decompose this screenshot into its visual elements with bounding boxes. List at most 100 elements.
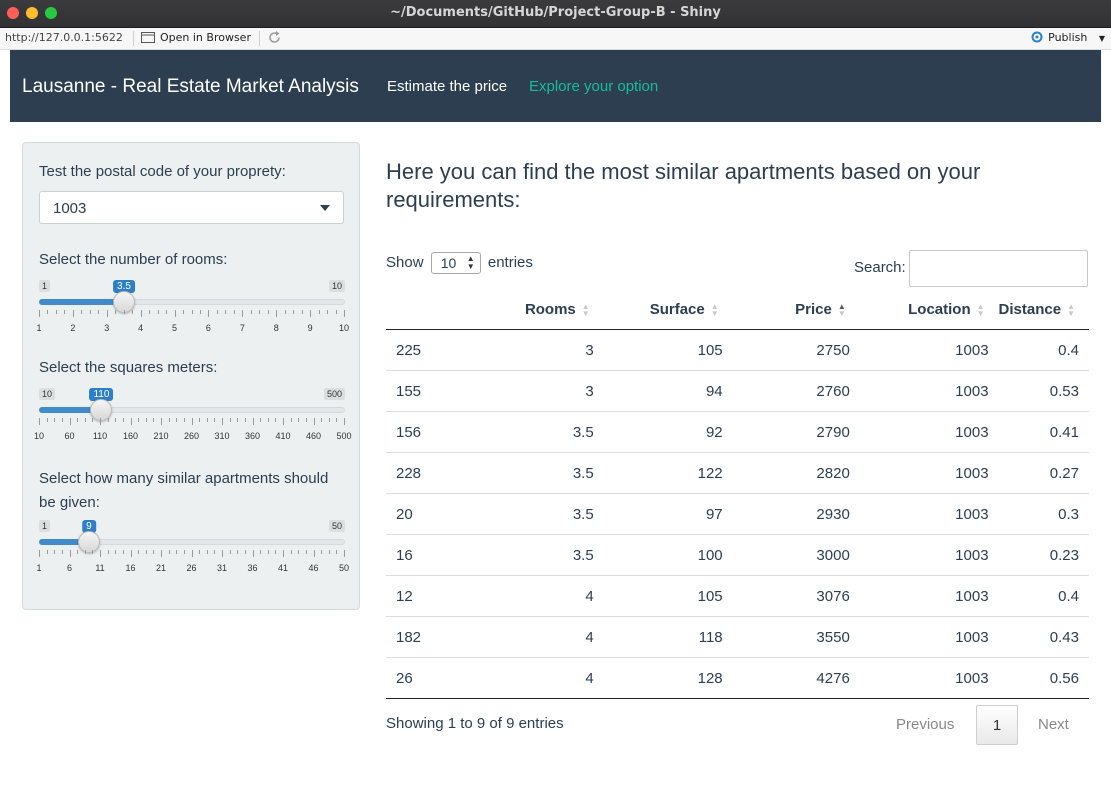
cell-surface: 118 <box>603 616 733 658</box>
cell-index: 155 <box>386 370 485 412</box>
publish-icon <box>1031 31 1043 43</box>
publish-label: Publish <box>1048 31 1088 44</box>
cell-rooms: 4 <box>484 657 604 699</box>
slider-tick <box>39 550 40 557</box>
slider-minor-tick <box>259 310 261 314</box>
column-header-distance[interactable]: Distance ▲ ▼ <box>998 290 1089 330</box>
cell-surface: 128 <box>603 657 733 699</box>
cell-rooms: 3 <box>484 370 604 412</box>
cell-index: 20 <box>386 493 485 535</box>
slider-fill <box>39 299 124 305</box>
slider-minor-tick <box>199 418 201 422</box>
slider-minor-tick <box>84 418 86 422</box>
similar-count-slider[interactable]: 1 50 9 1 6 11 16 21 26 31 36 41 46 50 <box>36 520 349 575</box>
close-window-button[interactable] <box>7 7 19 19</box>
slider-minor-tick <box>176 418 178 422</box>
slider-tick-label: 60 <box>64 431 75 441</box>
sidebar-panel: Test the postal code of your proprety: 1… <box>22 142 360 610</box>
slider-minor-tick <box>153 550 155 554</box>
slider-tick-label: 210 <box>153 431 169 441</box>
slider-tick <box>69 418 71 425</box>
next-page-button[interactable]: Next <box>1038 716 1069 733</box>
slider-value-label: 9 <box>82 520 96 533</box>
table-row: 228 3.5 122 2820 1003 0.27 <box>386 452 1089 494</box>
app-navbar: Lausanne - Real Estate Market Analysis E… <box>10 50 1101 122</box>
slider-tick <box>100 418 101 425</box>
rooms-slider[interactable]: 1 10 3.5 1 2 3 4 5 6 7 8 9 10 <box>36 280 349 335</box>
slider-min-label: 1 <box>39 520 51 532</box>
column-header-price[interactable]: Price ▲ ▼ <box>732 290 860 330</box>
slider-minor-tick <box>183 550 185 554</box>
cell-surface: 122 <box>603 452 733 494</box>
page-length-select[interactable]: 10 ▲ ▼ <box>430 252 481 274</box>
slider-tick-label: 1 <box>36 323 42 333</box>
column-header-index[interactable] <box>386 290 485 330</box>
slider-min-label: 1 <box>39 280 51 292</box>
slider-minor-tick <box>115 310 117 314</box>
slider-minor-tick <box>199 550 201 554</box>
slider-tick-label: 9 <box>307 323 313 333</box>
slider-minor-tick <box>98 310 100 314</box>
table-info: Showing 1 to 9 of 9 entries <box>386 715 564 732</box>
slider-minor-tick <box>81 310 83 314</box>
sort-icon: ▲ ▼ <box>581 302 590 319</box>
slider-minor-tick <box>335 310 337 314</box>
sort-icon: ▲ ▼ <box>1067 302 1075 319</box>
column-header-rooms[interactable]: Rooms ▲ ▼ <box>484 290 604 330</box>
slider-minor-tick <box>166 310 168 314</box>
slider-handle[interactable] <box>90 399 113 421</box>
column-header-location[interactable]: Location ▲ ▼ <box>859 290 999 330</box>
slider-minor-tick <box>176 550 178 554</box>
tab-estimate-price[interactable]: Estimate the price <box>387 78 508 95</box>
app-brand: Lausanne - Real Estate Market Analysis <box>22 76 359 97</box>
slider-minor-tick <box>225 310 227 314</box>
previous-page-button[interactable]: Previous <box>896 716 955 733</box>
cell-distance: 0.4 <box>998 575 1089 617</box>
slider-tick-label: 10 <box>33 431 45 441</box>
surface-slider[interactable]: 10 500 110 10 60 110 160 210 260 310 360 410 460 5… <box>34 388 352 443</box>
postal-code-select[interactable]: 1003 <box>39 191 344 224</box>
slider-ticks: 1 6 11 16 21 26 31 36 41 46 50 <box>36 550 349 573</box>
page-length-value: 10 <box>440 255 457 271</box>
cell-price: 3000 <box>732 534 860 576</box>
minimize-window-button[interactable] <box>26 7 38 19</box>
search-label: Search: <box>854 259 906 276</box>
slider-minor-tick <box>267 550 269 554</box>
maximize-window-button[interactable] <box>45 7 57 19</box>
column-header-surface[interactable]: Surface ▲ ▼ <box>603 290 733 330</box>
cell-rooms: 4 <box>484 575 604 617</box>
refresh-button[interactable] <box>267 30 282 48</box>
cell-rooms: 3 <box>585 341 594 359</box>
search-input[interactable] <box>909 250 1088 287</box>
slider-minor-tick <box>260 418 262 422</box>
page-1-button[interactable]: 1 <box>976 705 1018 745</box>
slider-minor-tick <box>183 418 185 422</box>
slider-minor-tick <box>54 550 56 554</box>
table-row: 26 4 128 4276 1003 0.56 <box>386 657 1089 699</box>
cell-distance: 0.27 <box>998 452 1089 494</box>
slider-tick <box>222 550 223 557</box>
cell-index: 182 <box>386 616 485 658</box>
toolbar-divider <box>259 31 260 46</box>
slider-tick-label: 3 <box>104 323 110 333</box>
slider-minor-tick <box>61 550 63 554</box>
slider-min-label: 10 <box>39 388 56 400</box>
slider-tick-label: 46 <box>308 563 319 573</box>
open-in-browser-button[interactable]: Open in Browser <box>141 31 251 44</box>
slider-tick <box>130 418 132 425</box>
slider-tick <box>222 418 223 425</box>
slider-minor-tick <box>336 418 338 422</box>
slider-minor-tick <box>327 310 329 314</box>
publish-button[interactable]: Publish ▼ <box>1029 31 1105 44</box>
slider-max-label: 50 <box>328 520 345 532</box>
slider-minor-tick <box>237 550 239 554</box>
slider-minor-tick <box>168 550 170 554</box>
tab-explore-option[interactable]: Explore your option <box>529 78 659 95</box>
slider-tick <box>100 550 101 557</box>
slider-handle[interactable] <box>77 531 100 553</box>
rooms-label: Select the number of rooms: <box>39 251 228 268</box>
cell-surface: 100 <box>603 534 733 576</box>
cell-distance: 0.3 <box>998 493 1089 535</box>
cell-location: 1003 <box>859 616 999 658</box>
slider-tick <box>313 418 315 425</box>
